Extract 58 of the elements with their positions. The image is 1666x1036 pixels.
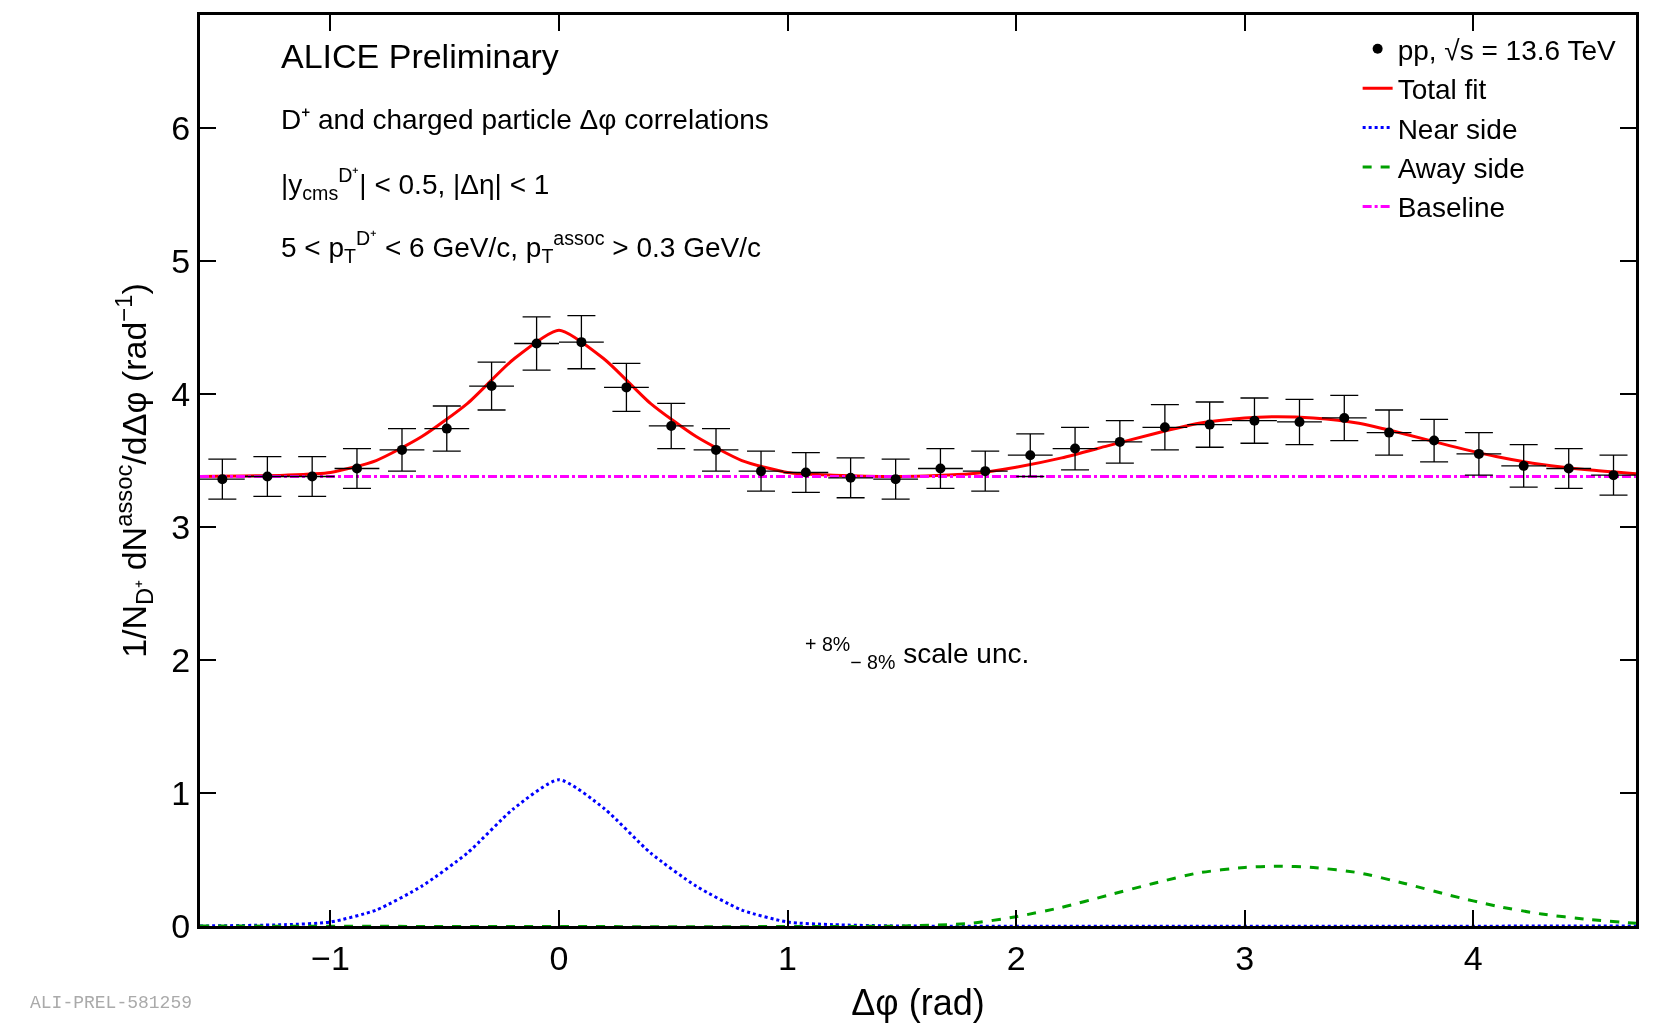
point [531,338,542,349]
legend-label: Total fit [1397,74,1487,106]
legend-label: pp, √s = 13.6 TeV [1397,34,1616,66]
point [1339,412,1350,423]
point [1518,460,1529,471]
point [1114,436,1125,447]
point [1025,450,1036,461]
x-tick-label: 1 [778,938,798,977]
point [307,471,318,482]
x-axis-title: Δφ (rad) [851,982,985,1024]
point [1429,435,1440,446]
point [666,420,677,431]
annotation: 5 < p$_{T}$$^{D⁺}$ < 6 GeV/c, p$_{T}$$^{assoc}$ > 0.3 GeV/c [281,227,761,267]
point [1294,416,1305,427]
point [1204,419,1215,430]
legend-label: Away side [1397,152,1525,184]
y-tick-label: 1 [171,773,191,812]
point [756,466,767,477]
legend-label: Near side [1397,113,1518,145]
point [980,466,991,477]
legend-label: Baseline [1397,192,1506,224]
y-tick-label: 4 [171,374,191,413]
line-series [200,778,1636,926]
line-series [200,864,1636,926]
x-tick-label: 3 [1235,938,1255,977]
point [396,444,407,455]
point [711,444,722,455]
point [1563,463,1574,474]
x-tick-label: −1 [311,938,350,977]
point [1608,470,1619,481]
point [890,474,901,485]
point [621,382,632,393]
point [845,472,856,483]
y-tick-label: 6 [171,108,191,147]
x-tick-label: 2 [1006,938,1026,977]
point [576,337,587,348]
point [351,463,362,474]
point [1384,427,1395,438]
text: ALI-PREL-581259 [30,993,193,1013]
point [1473,448,1484,459]
x-tick-label: 4 [1463,938,1483,977]
point [441,423,452,434]
y-tick-label: 0 [171,906,191,945]
point [1249,415,1260,426]
point [800,467,811,478]
point [935,463,946,474]
y-tick-label: 2 [171,640,191,679]
annotation: ALICE Preliminary [281,37,559,75]
x-tick-label: 0 [549,938,569,977]
annotation: |y$_{cms}$$^{D⁺}$| < 0.5, |Δη| < 1 [281,164,550,204]
y-tick-label: 3 [171,507,191,546]
annotation: D⁺ and charged particle Δφ correlations [281,104,769,135]
point [1070,443,1081,454]
point [217,474,228,485]
y-tick-label: 5 [171,241,191,280]
point [262,471,273,482]
point [1159,422,1170,433]
point [486,381,497,392]
